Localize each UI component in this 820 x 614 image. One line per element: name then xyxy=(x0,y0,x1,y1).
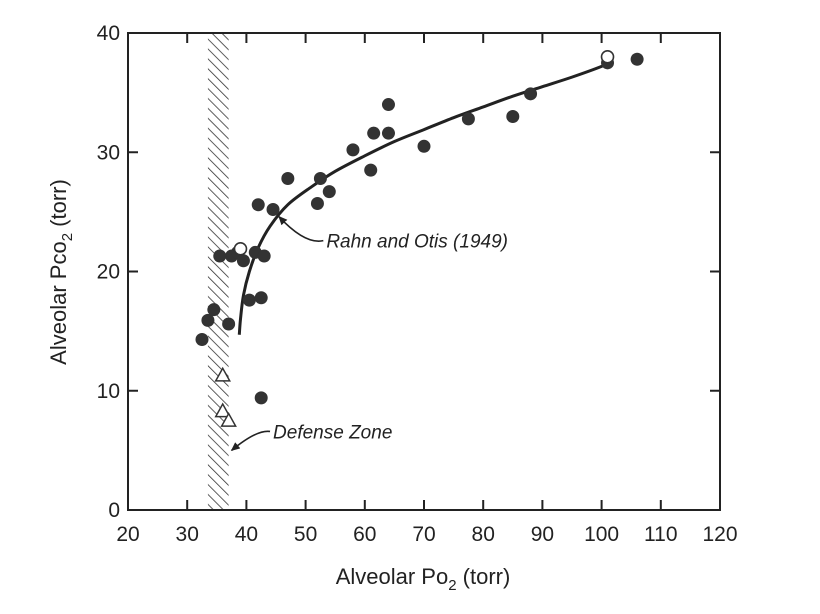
data-point-filled xyxy=(310,197,324,211)
x-tick-label: 70 xyxy=(412,523,435,546)
y-tick-label: 10 xyxy=(97,380,120,403)
data-point-filled xyxy=(367,126,381,140)
data-point-triangle xyxy=(214,402,231,418)
data-point-filled xyxy=(461,112,475,126)
rahn-otis-curve-line xyxy=(237,61,609,335)
axis-ticks xyxy=(127,32,721,511)
x-tick-label: 30 xyxy=(176,523,199,546)
x-tick-label: 90 xyxy=(531,523,554,546)
defense-zone-label: Defense Zone xyxy=(273,422,392,443)
data-point-open xyxy=(233,242,248,256)
data-point-filled xyxy=(254,291,268,305)
data-points xyxy=(195,50,644,427)
data-point-filled xyxy=(506,109,520,123)
rahn-otis-arrow xyxy=(278,215,324,242)
data-point-filled xyxy=(242,293,256,307)
annotations: Rahn and Otis (1949) Defense Zone xyxy=(230,215,508,452)
data-point-filled xyxy=(254,391,268,405)
x-tick-label: 40 xyxy=(235,523,258,546)
x-tick-label: 60 xyxy=(353,523,376,546)
y-tick-label: 20 xyxy=(97,261,120,284)
defense-zone-arrow xyxy=(230,430,271,452)
data-point-filled xyxy=(313,171,327,185)
y-axis-title-subscript: 2 xyxy=(59,233,76,241)
x-tick-label: 100 xyxy=(584,523,619,546)
x-axis-title-main: Alveolar Po xyxy=(336,564,449,589)
x-tick-label: 110 xyxy=(644,523,677,546)
defense-zone-band xyxy=(207,33,229,510)
defense-zone-hatch xyxy=(207,33,229,510)
y-axis-title: Alveolar Pco2 (torr) xyxy=(46,179,76,365)
data-point-filled xyxy=(257,249,271,263)
x-axis-title-tail: (torr) xyxy=(457,564,511,589)
data-point-filled xyxy=(201,313,215,327)
x-axis-tick-labels: 20 30 40 50 60 70 80 90 100 110 120 xyxy=(116,523,737,546)
data-point-filled xyxy=(381,126,395,140)
rahn-otis-curve xyxy=(237,61,609,335)
data-point-open xyxy=(600,50,615,64)
y-tick-label: 40 xyxy=(97,22,120,45)
data-point-filled xyxy=(207,303,221,317)
x-axis-title-subscript: 2 xyxy=(448,577,456,594)
y-axis-tick-labels: 0 10 20 30 40 xyxy=(97,22,120,522)
x-axis-title: Alveolar Po2 (torr) xyxy=(336,564,511,594)
data-point-filled xyxy=(236,254,250,268)
x-tick-label: 80 xyxy=(472,523,495,546)
x-tick-label: 120 xyxy=(702,523,737,546)
data-point-filled xyxy=(381,98,395,112)
data-point-filled xyxy=(417,139,431,153)
data-point-filled xyxy=(222,317,236,331)
data-point-filled xyxy=(281,171,295,185)
data-point-filled xyxy=(630,52,644,66)
data-point-filled xyxy=(524,87,538,101)
data-point-filled xyxy=(266,202,280,216)
data-point-triangle xyxy=(214,366,231,382)
data-point-triangle xyxy=(220,412,237,427)
y-axis-title-tail: (torr) xyxy=(46,179,71,233)
x-tick-label: 20 xyxy=(116,523,139,546)
data-point-filled xyxy=(195,332,209,346)
data-point-filled xyxy=(346,143,360,157)
y-tick-label: 30 xyxy=(97,141,120,164)
data-point-filled xyxy=(322,185,336,199)
x-tick-label: 50 xyxy=(294,523,317,546)
y-axis-title-main: Alveolar Pco xyxy=(46,241,71,365)
y-tick-label: 0 xyxy=(108,499,120,522)
rahn-otis-label: Rahn and Otis (1949) xyxy=(326,232,508,253)
data-point-filled xyxy=(251,198,265,212)
data-point-filled xyxy=(364,163,378,177)
data-point-filled xyxy=(213,249,227,263)
